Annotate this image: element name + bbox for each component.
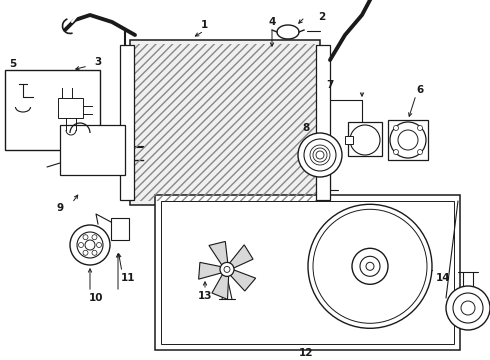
Bar bbox=[120, 45, 134, 200]
Text: 13: 13 bbox=[198, 291, 212, 301]
Circle shape bbox=[77, 232, 103, 258]
Circle shape bbox=[390, 122, 426, 158]
Bar bbox=[130, 40, 320, 205]
Polygon shape bbox=[229, 245, 253, 268]
Text: 12: 12 bbox=[299, 348, 313, 358]
Circle shape bbox=[298, 133, 342, 177]
Text: 2: 2 bbox=[318, 12, 326, 22]
Circle shape bbox=[70, 225, 110, 265]
Bar bbox=[348, 122, 382, 156]
Circle shape bbox=[304, 139, 336, 171]
Text: 6: 6 bbox=[416, 85, 424, 95]
Text: 10: 10 bbox=[89, 293, 103, 303]
Text: 3: 3 bbox=[95, 57, 101, 67]
Bar bbox=[58, 98, 83, 118]
Text: 1: 1 bbox=[200, 20, 208, 30]
Circle shape bbox=[352, 248, 388, 284]
Circle shape bbox=[350, 125, 380, 155]
Polygon shape bbox=[230, 270, 256, 291]
Text: 11: 11 bbox=[121, 273, 135, 283]
Text: 8: 8 bbox=[302, 123, 310, 133]
Bar bbox=[316, 45, 330, 200]
Text: 7: 7 bbox=[326, 80, 334, 90]
Bar bbox=[60, 125, 125, 175]
Circle shape bbox=[393, 149, 398, 154]
Circle shape bbox=[393, 126, 398, 130]
Bar bbox=[155, 195, 460, 350]
Circle shape bbox=[360, 256, 380, 276]
Polygon shape bbox=[212, 274, 229, 300]
Bar bbox=[134, 44, 316, 201]
Text: 9: 9 bbox=[56, 203, 64, 213]
Bar bbox=[111, 218, 129, 240]
Bar bbox=[161, 201, 454, 344]
Text: 5: 5 bbox=[9, 59, 17, 69]
Polygon shape bbox=[198, 262, 222, 279]
Circle shape bbox=[220, 262, 234, 276]
Polygon shape bbox=[209, 242, 228, 266]
Text: 4: 4 bbox=[269, 17, 276, 27]
Text: 14: 14 bbox=[436, 273, 450, 283]
Bar bbox=[345, 136, 353, 144]
Circle shape bbox=[446, 286, 490, 330]
Bar bbox=[5, 70, 100, 150]
Circle shape bbox=[308, 204, 432, 328]
Circle shape bbox=[417, 149, 422, 154]
Bar bbox=[388, 120, 428, 160]
Circle shape bbox=[417, 126, 422, 130]
